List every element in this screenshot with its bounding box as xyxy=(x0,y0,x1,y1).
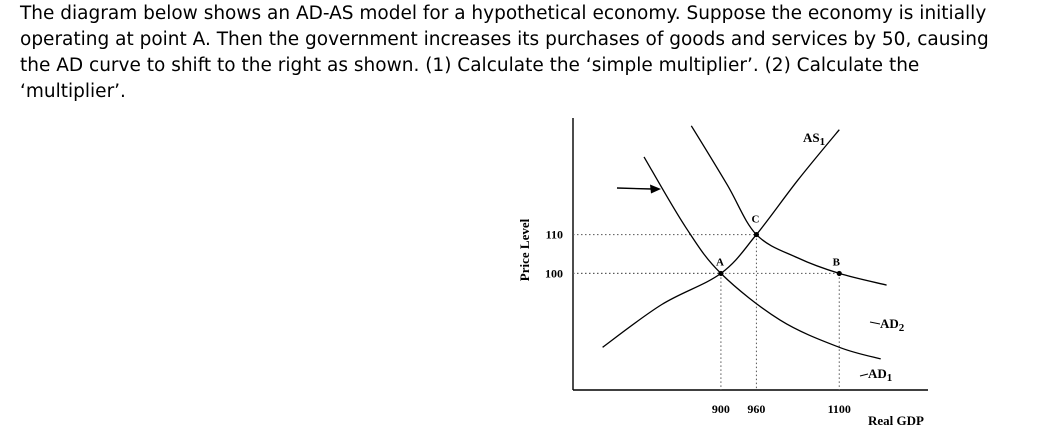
question-line: the AD curve to shift to the right as sh… xyxy=(20,55,920,76)
shift-arrow-head xyxy=(650,184,661,194)
y-tick-label: 100 xyxy=(545,266,563,280)
ad2-label-main: AD xyxy=(880,316,899,331)
as1-label-main: AS xyxy=(803,130,820,145)
point-c-dot xyxy=(753,231,760,238)
as1-curve xyxy=(602,129,840,348)
point-c-label: C xyxy=(751,214,759,226)
ad1-label: AD1 xyxy=(868,366,892,384)
x-axis-label: Real GDP xyxy=(868,413,924,428)
point-b-dot xyxy=(836,270,842,277)
ad1-label-main: AD xyxy=(868,366,887,381)
chart-marks xyxy=(616,184,842,277)
point-b-label: B xyxy=(833,256,841,268)
question-text: The diagram below shows an AD-AS model f… xyxy=(20,1,1050,105)
ad1-label-subscript: 1 xyxy=(887,372,893,384)
ad1-label-leader xyxy=(859,373,869,377)
ad2-curve xyxy=(690,125,887,286)
shift-arrow-shaft xyxy=(616,187,653,190)
ad2-label-leader xyxy=(869,321,881,325)
question-line: operating at point A. Then the governmen… xyxy=(20,29,989,50)
as1-label-subscript: 1 xyxy=(820,136,826,148)
ad2-label: AD2 xyxy=(880,316,905,334)
x-tick-label: 960 xyxy=(747,402,765,416)
ad2-label-subscript: 2 xyxy=(899,322,905,334)
chart-curves xyxy=(602,125,887,360)
question-line: The diagram below shows an AD-AS model f… xyxy=(20,3,987,24)
x-tick-label: 900 xyxy=(712,402,730,416)
as1-label: AS1 xyxy=(803,130,825,148)
point-a-label: A xyxy=(716,256,724,268)
x-tick-label: 1100 xyxy=(828,402,851,416)
y-tick-label: 110 xyxy=(546,228,563,242)
chart-axes xyxy=(572,118,928,391)
question-line: ‘multiplier’. xyxy=(20,81,126,102)
guide-lines xyxy=(573,234,840,390)
ad1-curve xyxy=(643,156,881,360)
y-axis-label: Price Level xyxy=(517,218,532,281)
point-a-dot xyxy=(718,270,724,277)
